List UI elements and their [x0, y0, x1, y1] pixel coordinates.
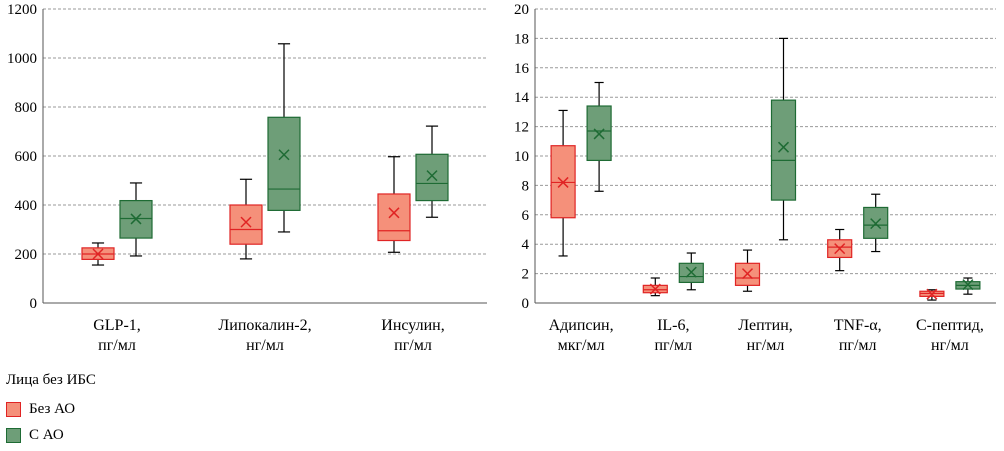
- category-label: нг/мл: [931, 337, 969, 354]
- legend-label-no-ao: Без АО: [29, 400, 76, 417]
- box-ao: [415, 125, 449, 218]
- mean-marker-stroke: [388, 207, 400, 219]
- y-tick-label: 8: [522, 178, 530, 194]
- box-ao: [955, 277, 981, 295]
- y-tick-label: 4: [522, 237, 530, 253]
- mean-marker: [240, 216, 252, 228]
- legend-item-ao: С АО: [6, 425, 96, 445]
- y-tick-label: 1000: [7, 51, 37, 67]
- y-tick-label: 10: [514, 149, 529, 165]
- category-label: нг/мл: [246, 337, 284, 354]
- category-label: пг/мл: [654, 337, 692, 354]
- box-no-ao: [734, 249, 761, 292]
- category-label: мкг/мл: [558, 337, 605, 354]
- mean-marker: [278, 149, 290, 161]
- box-no-ao: [642, 277, 668, 297]
- box-no-ao: [229, 178, 263, 260]
- legend-swatch-no-ao: [6, 401, 21, 417]
- y-tick-label: 12: [514, 120, 529, 136]
- mean-marker: [926, 288, 938, 300]
- mean-marker: [741, 268, 754, 280]
- mean-marker: [962, 279, 974, 291]
- y-tick-label: 600: [15, 149, 38, 165]
- y-tick-label: 14: [514, 90, 530, 106]
- mean-marker: [593, 128, 605, 140]
- mean-marker-stroke: [649, 283, 661, 295]
- legend: Лица без ИБС Без АО С АО: [6, 372, 96, 451]
- mean-marker: [649, 283, 661, 295]
- mean-marker: [557, 176, 569, 188]
- category-label: пг/мл: [839, 337, 877, 354]
- box-no-ao: [919, 288, 945, 301]
- category-label: IL-6,: [657, 317, 689, 334]
- mean-marker: [777, 141, 790, 153]
- y-tick-label: 0: [522, 296, 530, 312]
- mean-marker-stroke: [130, 213, 142, 225]
- mean-marker: [870, 218, 882, 230]
- y-tick-label: 400: [15, 198, 38, 214]
- category-label: нг/мл: [747, 337, 785, 354]
- mean-marker: [834, 243, 846, 255]
- box-body: [377, 193, 411, 242]
- box-body: [267, 116, 301, 211]
- box-body: [770, 99, 797, 201]
- box-ao: [586, 81, 612, 192]
- category-label: Инсулин,: [381, 317, 444, 334]
- mean-marker-stroke: [962, 279, 974, 291]
- mean-marker-stroke: [926, 288, 938, 300]
- mean-marker-stroke: [426, 170, 438, 182]
- box-ao: [770, 37, 797, 241]
- box-no-ao: [81, 242, 115, 266]
- box-ao: [678, 252, 704, 291]
- mean-marker: [685, 266, 697, 278]
- category-label: Адипсин,: [549, 317, 614, 334]
- y-tick-label: 20: [514, 2, 529, 18]
- category-label: пг/мл: [394, 337, 432, 354]
- box-no-ao: [827, 228, 853, 272]
- box-ao: [119, 182, 153, 257]
- chart-panel-2: 0 2 4 6 8 10 12 14 16 18 20 Адипсин, мкг/мл IL-6, пг/м…: [514, 2, 996, 354]
- mean-marker-stroke: [870, 218, 882, 230]
- category-label: Липокалин-2,: [218, 317, 311, 334]
- box-body: [415, 153, 449, 202]
- mean-marker: [92, 248, 104, 260]
- category-label: TNF-α,: [834, 317, 882, 334]
- y-tick-label: 2: [522, 267, 530, 283]
- box-no-ao: [377, 156, 411, 253]
- category-label: С-пептид,: [916, 317, 984, 334]
- box-body: [229, 204, 263, 245]
- legend-item-no-ao: Без АО: [6, 399, 96, 419]
- y-tick-label: 200: [15, 247, 38, 263]
- y-tick-label: 0: [30, 296, 38, 312]
- box-ao: [267, 43, 301, 233]
- mean-marker-stroke: [741, 268, 754, 280]
- mean-marker-stroke: [92, 248, 104, 260]
- legend-label-ao: С АО: [29, 426, 64, 443]
- y-tick-label: 16: [514, 61, 530, 77]
- mean-marker-stroke: [278, 149, 290, 161]
- legend-swatch-ao: [6, 427, 21, 443]
- y-tick-label: 1200: [7, 2, 37, 18]
- y-tick-label: 800: [15, 100, 38, 116]
- mean-marker-stroke: [557, 176, 569, 188]
- mean-marker-stroke: [777, 141, 790, 153]
- box-ao: [863, 193, 889, 253]
- category-label: пг/мл: [98, 337, 136, 354]
- category-label: Лептин,: [738, 317, 793, 334]
- mean-marker: [426, 170, 438, 182]
- mean-marker-stroke: [240, 216, 252, 228]
- mean-marker-stroke: [834, 243, 846, 255]
- y-tick-label: 6: [522, 208, 530, 224]
- mean-marker-stroke: [593, 128, 605, 140]
- chart-panel-1: 0 200 400 600 800 1000 1200 GLP-1, пг/мл Липокали…: [7, 2, 487, 354]
- y-tick-label: 18: [514, 31, 529, 47]
- legend-title: Лица без ИБС: [6, 372, 96, 388]
- box-no-ao: [550, 109, 576, 257]
- mean-marker: [130, 213, 142, 225]
- mean-marker: [388, 207, 400, 219]
- mean-marker-stroke: [685, 266, 697, 278]
- category-label: GLP-1,: [93, 317, 141, 334]
